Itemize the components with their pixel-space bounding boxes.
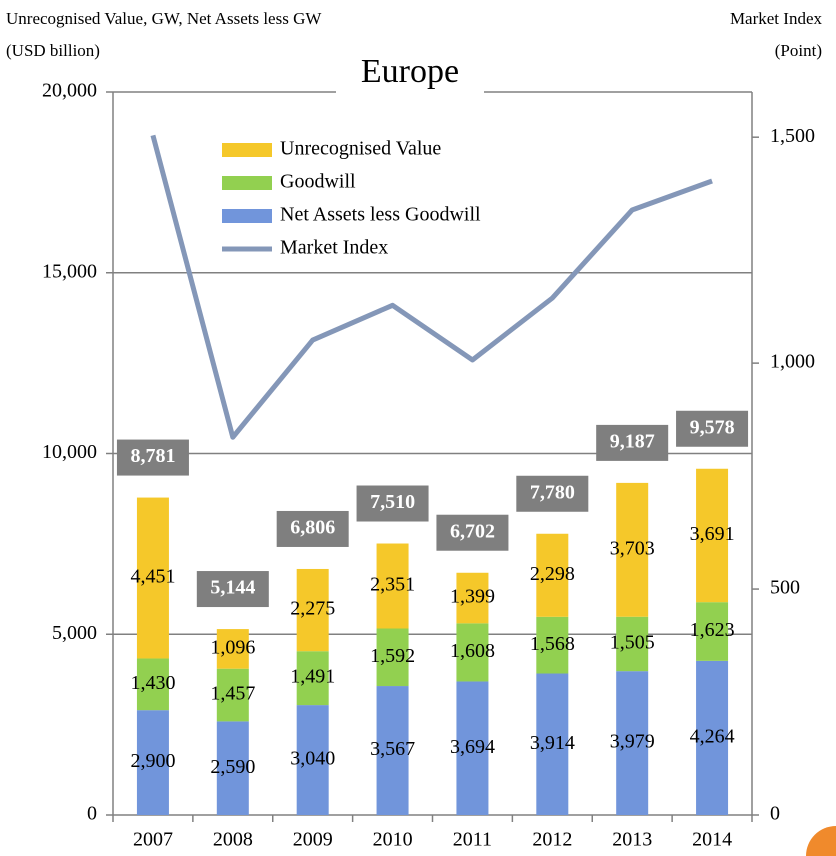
y-tick-label: 10,000: [42, 441, 97, 463]
bar-segment: [456, 623, 489, 682]
total-label: 7,780: [530, 481, 575, 503]
bar-value-label: 3,567: [370, 738, 415, 760]
legend-swatch: [222, 209, 272, 223]
x-tick-label: 2014: [692, 829, 732, 851]
bar-value-label: 1,096: [210, 636, 255, 658]
bar-value-label: 4,451: [130, 566, 175, 588]
total-label-box: [436, 514, 509, 551]
bar-value-label: 1,608: [450, 640, 495, 662]
bar-segment: [136, 710, 169, 815]
bar-segment: [536, 673, 569, 815]
corner-badge: [806, 826, 836, 856]
chart-title: Europe: [361, 53, 459, 90]
legend-swatch: [222, 143, 272, 157]
bar-value-label: 3,691: [690, 523, 735, 545]
legend-label: Market Index: [280, 237, 388, 259]
legend-label: Net Assets less Goodwill: [280, 204, 481, 226]
bar-segment: [696, 660, 729, 815]
bar-value-label: 2,351: [370, 574, 415, 596]
bar-value-label: 1,568: [530, 633, 575, 655]
y-tick-label: 0: [87, 803, 97, 825]
bar-value-label: 1,592: [370, 645, 415, 667]
bar-segment: [456, 572, 489, 624]
bar-segment: [216, 721, 249, 815]
bar-value-label: 1,491: [290, 666, 335, 688]
total-label-box: [596, 424, 669, 461]
bar-value-label: 2,298: [530, 563, 575, 585]
bar-value-label: 2,590: [210, 756, 255, 778]
total-label: 7,510: [370, 491, 415, 513]
total-label-box: [116, 439, 189, 476]
total-label: 5,144: [210, 577, 255, 599]
total-label-box: [196, 571, 269, 608]
bar-value-label: 1,457: [210, 683, 255, 705]
y2-tick-label: 500: [770, 577, 800, 599]
y-axis-unit: (USD billion): [6, 41, 100, 60]
bar-segment: [296, 705, 329, 815]
bar-segment: [696, 602, 729, 661]
total-label: 6,702: [450, 520, 495, 542]
total-label: 9,578: [690, 416, 735, 438]
legend-label: Unrecognised Value: [280, 138, 441, 160]
bar-value-label: 3,914: [530, 732, 575, 754]
bar-value-label: 2,900: [130, 750, 175, 772]
x-tick-label: 2007: [133, 829, 173, 851]
bar-value-label: 3,694: [450, 736, 495, 758]
x-tick-label: 2011: [453, 829, 492, 851]
bar-segment: [136, 658, 169, 711]
x-tick-label: 2013: [612, 829, 652, 851]
bar-segment: [376, 628, 409, 687]
bar-segment: [536, 533, 569, 617]
y-tick-label: 15,000: [42, 260, 97, 282]
bar-segment: [376, 686, 409, 815]
bar-value-label: 2,275: [290, 598, 335, 620]
total-label: 9,187: [610, 430, 655, 452]
bar-value-label: 3,040: [290, 748, 335, 770]
bar-value-label: 1,399: [450, 586, 495, 608]
bar-segment: [376, 543, 409, 629]
y2-tick-label: 0: [770, 803, 780, 825]
total-label-box: [676, 410, 749, 447]
y-tick-label: 5,000: [52, 622, 97, 644]
bar-segment: [616, 616, 649, 672]
total-label: 8,781: [130, 445, 175, 467]
title-background: [336, 70, 484, 114]
bar-segment: [296, 651, 329, 706]
bar-segment: [296, 568, 329, 652]
bar-segment: [616, 482, 649, 617]
legend-label: Goodwill: [280, 171, 356, 193]
y2-tick-label: 1,500: [770, 125, 815, 147]
legend-swatch: [222, 176, 272, 190]
total-label-box: [276, 510, 349, 547]
y-axis-title: Unrecognised Value, GW, Net Assets less …: [6, 9, 322, 28]
bar-segment: [696, 468, 729, 603]
bar-value-label: 3,703: [610, 537, 655, 559]
bar-segment: [536, 616, 569, 674]
bar-value-label: 4,264: [690, 726, 735, 748]
y-tick-label: 20,000: [42, 80, 97, 102]
bar-segment: [136, 497, 169, 659]
x-tick-label: 2008: [213, 829, 253, 851]
y2-axis-title: Market Index: [730, 9, 823, 28]
x-tick-label: 2010: [373, 829, 413, 851]
total-label-box: [516, 475, 589, 512]
bar-value-label: 1,505: [610, 632, 655, 654]
y2-axis-unit: (Point): [775, 41, 822, 60]
line-series: [150, 134, 713, 440]
bar-segment: [616, 671, 649, 815]
x-tick-label: 2012: [532, 829, 572, 851]
bar-segment: [216, 668, 249, 722]
bar-value-label: 3,979: [610, 731, 655, 753]
bar-segment: [216, 629, 249, 669]
total-label: 6,806: [290, 517, 335, 539]
bar-segment: [456, 681, 489, 815]
total-label-box: [356, 485, 429, 522]
bar-value-label: 1,623: [690, 619, 735, 641]
y2-tick-label: 1,000: [770, 351, 815, 373]
bar-value-label: 1,430: [130, 672, 175, 694]
x-tick-label: 2009: [293, 829, 333, 851]
